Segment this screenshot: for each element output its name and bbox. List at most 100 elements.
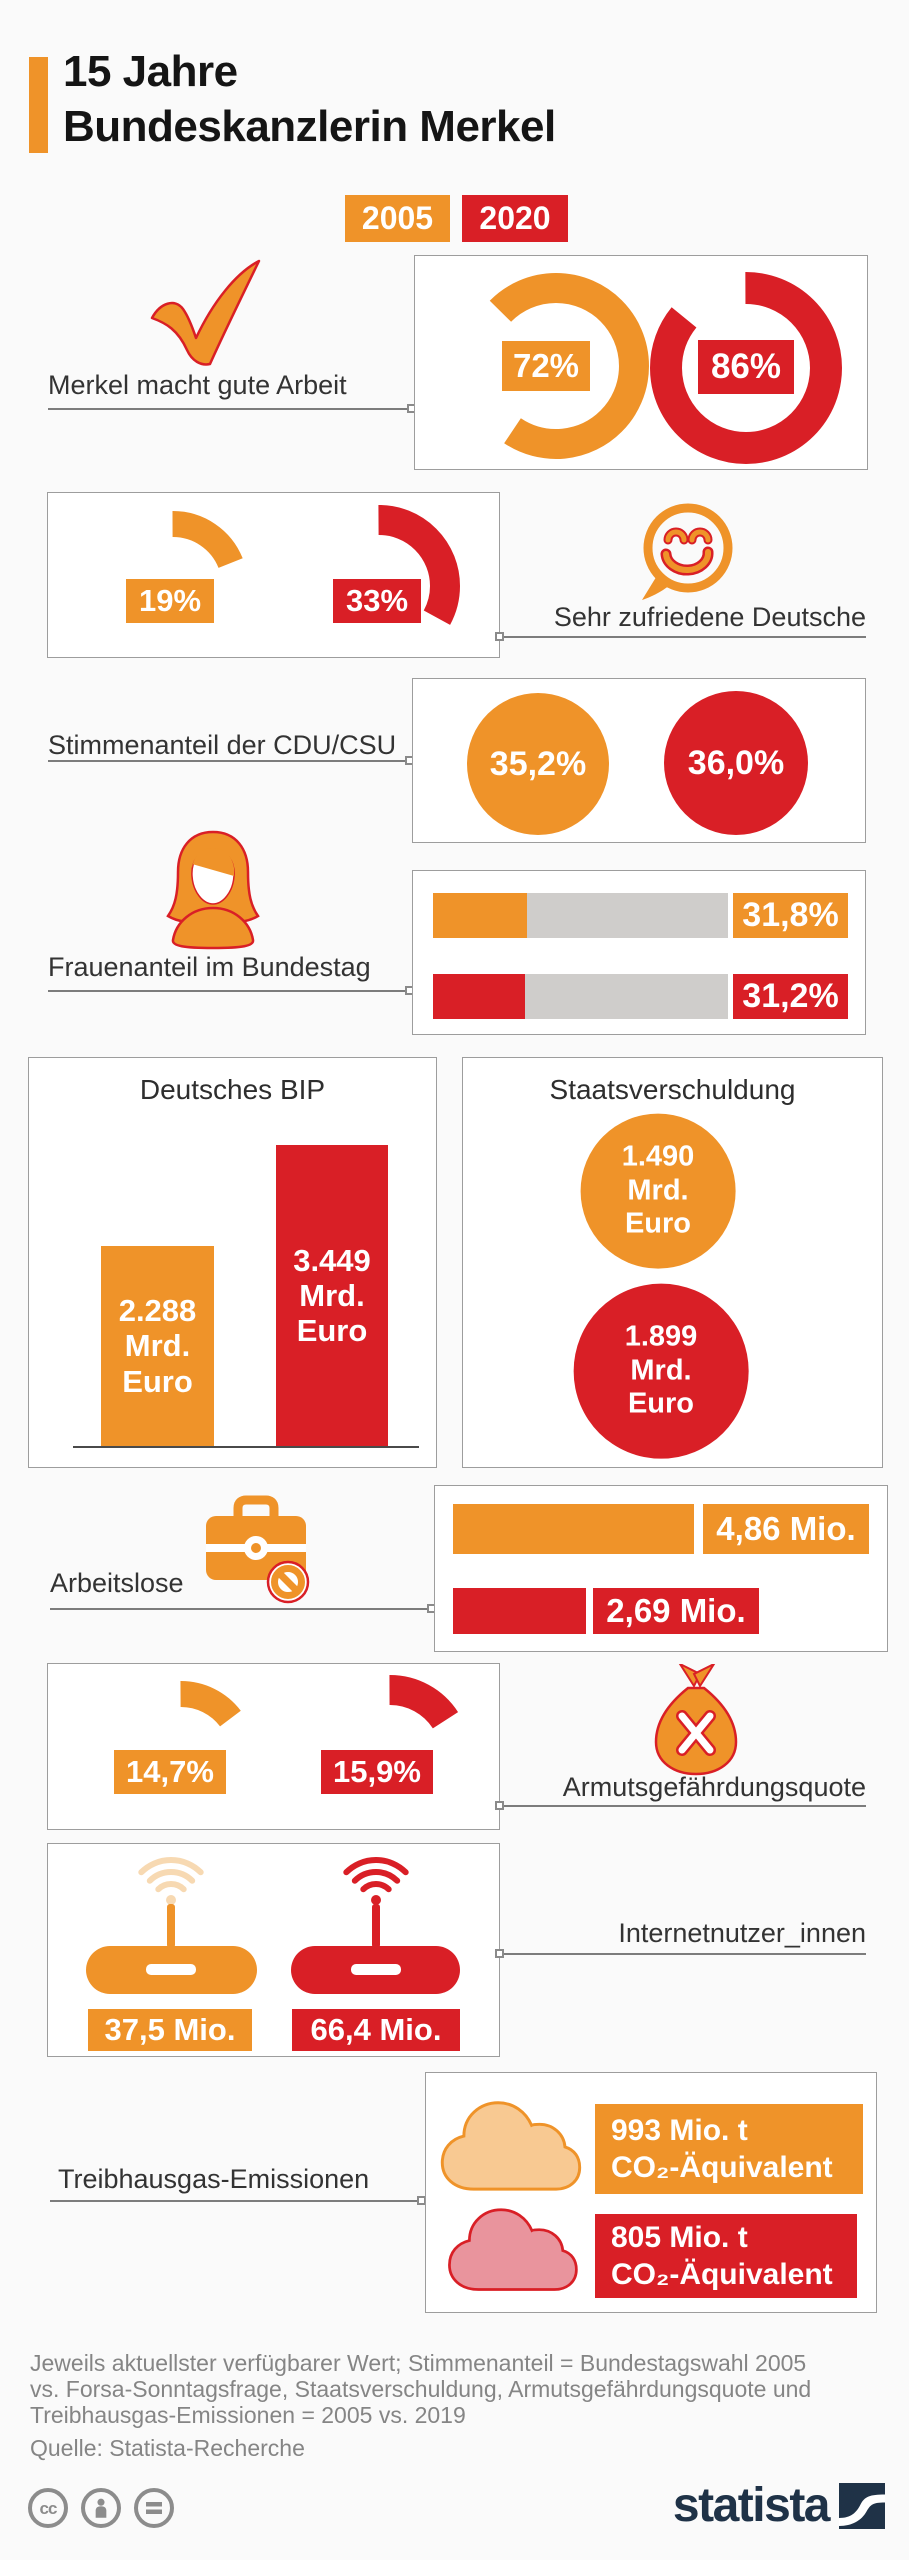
smiley-speech-bubble-icon [642, 503, 733, 600]
person-icon [95, 2498, 107, 2518]
approval-chart-box: 72% 86% [414, 255, 868, 470]
emissions-value-2020: 805 Mio. t CO₂-Äquivalent [595, 2214, 857, 2298]
approval-connector-line [48, 408, 414, 410]
cc-equal-icon[interactable] [134, 2488, 174, 2528]
footnote-line3: Treibhausgas-Emissionen = 2005 vs. 2019 [30, 2402, 466, 2428]
legend-2005-label: 2005 [361, 200, 434, 236]
statista-wordmark: statista [672, 2479, 831, 2532]
poverty-value-2005: 14,7% [114, 1750, 226, 1794]
footnote: Jeweils aktuellster verfügbarer Wert; St… [30, 2350, 870, 2461]
approval-value-2005: 72% [502, 341, 590, 391]
poverty-arc-2020 [309, 1675, 471, 1829]
footnote-line1: Jeweils aktuellster verfügbarer Wert; St… [30, 2350, 807, 2376]
emissions-chart-box: 993 Mio. t CO₂-Äquivalent 805 Mio. t CO₂… [425, 2072, 877, 2313]
checkmark-icon [150, 259, 261, 366]
women-connector-line [48, 990, 412, 992]
legend-2020-label: 2020 [479, 200, 551, 236]
satisfaction-connector-line [500, 636, 866, 638]
vote-share-circle-2020: 36,0% [664, 691, 808, 835]
approval-donut-2005 [463, 272, 649, 459]
vote-share-chart-box: 35,2% 36,0% [412, 678, 866, 843]
router-icon-2020 [291, 1857, 460, 1994]
page-title-line2: Bundeskanzlerin Merkel [63, 102, 556, 151]
title-accent-bar [29, 57, 48, 153]
satisfaction-value-2020: 33% [333, 579, 421, 623]
approval-value-2020: 86% [698, 340, 794, 394]
poverty-value-2020: 15,9% [321, 1750, 433, 1794]
cc-attribution-icon[interactable] [81, 2488, 121, 2528]
cloud-icon-2020 [448, 2208, 578, 2291]
internet-connector-node [495, 1949, 504, 1958]
source-line: Quelle: Statista-Recherche [30, 2435, 305, 2461]
satisfaction-label: Sehr zufriedene Deutsche [553, 602, 866, 632]
internet-connector-line [500, 1953, 866, 1955]
unemployment-value-2005: 4,86 Mio. [703, 1504, 869, 1554]
cc-license-icon[interactable]: cc [28, 2488, 68, 2528]
unemployment-bar-2005 [453, 1504, 695, 1554]
internet-chart-box: 37,5 Mio. 66,4 Mio. [47, 1843, 500, 2057]
satisfaction-value-2005: 19% [126, 579, 214, 623]
debt-title: Staatsverschuldung [549, 1074, 796, 1105]
page-title: 15 Jahre Bundeskanzlerin Merkel [63, 44, 556, 154]
satisfaction-chart-box: 19% 33% [47, 492, 500, 658]
satisfaction-connector-node [495, 632, 504, 641]
footnote-line2: vs. Forsa-Sonntagsfrage, Staatsverschuld… [30, 2376, 812, 2402]
approval-donuts [463, 272, 842, 464]
unemployment-chart-box: 4,86 Mio. 2,69 Mio. [434, 1485, 888, 1652]
emissions-label: Treibhausgas-Emissionen [58, 2164, 370, 2194]
legend-2005: 2005 [345, 195, 450, 242]
briefcase-icon [206, 1495, 310, 1604]
equals-icon [146, 2502, 162, 2514]
women-value-2005: 31,8% [733, 893, 848, 938]
women-chart-box: 31,8% 31,2% [412, 870, 866, 1035]
statista-logo-mark [839, 2482, 885, 2529]
gdp-bar-2020: 3.449 Mrd. Euro [276, 1144, 388, 1446]
satisfaction-arc-2020 [298, 505, 460, 657]
router-icons [86, 1857, 460, 1994]
legend-2020: 2020 [462, 195, 568, 242]
gdp-chart-box: Deutsches BIP 2.288 Mrd. Euro 3.449 Mrd.… [28, 1057, 437, 1468]
poverty-connector-line [500, 1805, 866, 1807]
unemployment-bar-2020 [453, 1588, 587, 1634]
ban-icon [266, 1560, 310, 1604]
internet-label: Internetnutzer_innen [618, 1918, 866, 1948]
vote-share-connector-line [48, 760, 412, 762]
emissions-value-2005: 993 Mio. t CO₂-Äquivalent [595, 2104, 863, 2194]
wifi-signal-icon-2005 [138, 1857, 204, 1893]
women-bar-fill-2005 [433, 893, 527, 938]
poverty-arcs [106, 1675, 471, 1829]
satisfaction-arc-2005 [98, 511, 248, 657]
emissions-connector-line [50, 2200, 424, 2202]
debt-chart-box: Staatsverschuldung 1.490 Mrd. Euro 1.899… [462, 1057, 883, 1468]
gdp-baseline [73, 1446, 419, 1448]
cloud-icon-2005 [440, 2101, 582, 2191]
women-label: Frauenanteil im Bundestag [48, 952, 371, 982]
poverty-arc-2005 [106, 1681, 256, 1829]
women-bar-fill-2020 [433, 974, 525, 1019]
poverty-chart-box: 14,7% 15,9% [47, 1663, 500, 1830]
wifi-signal-icon-2020 [343, 1857, 409, 1893]
gdp-bar-2005: 2.288 Mrd. Euro [101, 1246, 214, 1446]
satisfaction-arcs [98, 505, 460, 657]
approval-donut-2020 [650, 272, 842, 464]
vote-share-label: Stimmenanteil der CDU/CSU [48, 730, 397, 760]
unemployment-value-2020: 2,69 Mio. [593, 1588, 759, 1634]
woman-icon [166, 830, 260, 950]
debt-circle-2005: 1.490 Mrd. Euro [580, 1113, 736, 1269]
vote-share-circle-2005: 35,2% [467, 693, 609, 835]
poverty-connector-node [495, 1801, 504, 1810]
women-value-2020: 31,2% [733, 974, 848, 1019]
internet-value-2020: 66,4 Mio. [292, 2009, 460, 2051]
router-icon-2005 [86, 1857, 257, 1994]
debt-circle-2020: 1.899 Mrd. Euro [573, 1283, 749, 1459]
unemployment-connector-line [50, 1608, 434, 1610]
page-title-line1: 15 Jahre [63, 47, 238, 96]
gdp-title: Deutsches BIP [139, 1074, 326, 1105]
money-bag-icon [654, 1664, 738, 1776]
poverty-label: Armutsgefährdungsquote [562, 1772, 866, 1802]
statista-logo[interactable]: statista [673, 2478, 885, 2533]
internet-value-2005: 37,5 Mio. [88, 2009, 252, 2051]
approval-label: Merkel macht gute Arbeit [48, 370, 347, 400]
unemployment-label: Arbeitslose [50, 1568, 184, 1598]
